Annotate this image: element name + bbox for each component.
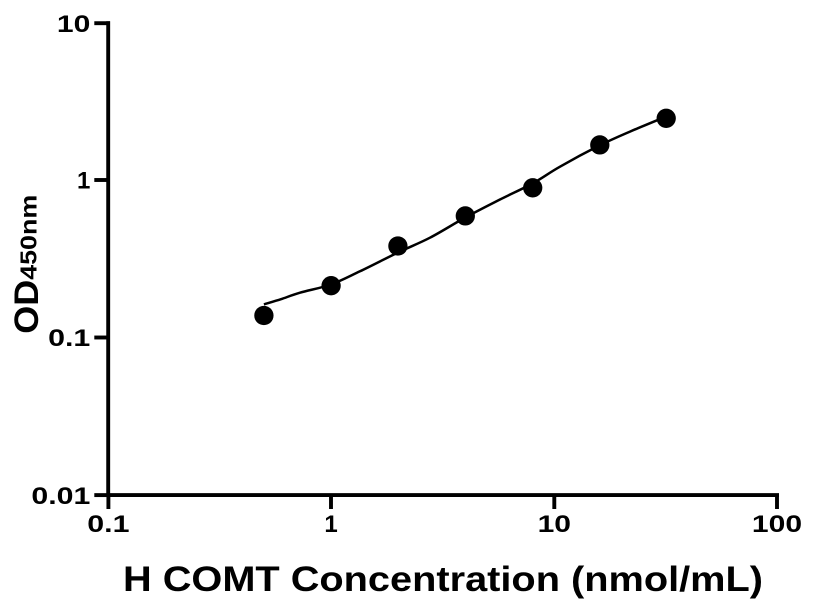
svg-text:0.1: 0.1	[87, 511, 129, 538]
svg-text:OD: OD	[8, 280, 46, 334]
svg-text:1: 1	[77, 168, 90, 195]
svg-text:10: 10	[538, 511, 571, 538]
svg-text:0.1: 0.1	[48, 325, 90, 352]
svg-text:450nm: 450nm	[16, 195, 42, 280]
svg-text:1: 1	[324, 511, 337, 538]
svg-text:100: 100	[752, 511, 802, 538]
svg-text:0.01: 0.01	[31, 483, 90, 510]
svg-text:10: 10	[57, 11, 90, 38]
svg-text:H COMT Concentration (nmol/mL): H COMT Concentration (nmol/mL)	[123, 560, 763, 599]
